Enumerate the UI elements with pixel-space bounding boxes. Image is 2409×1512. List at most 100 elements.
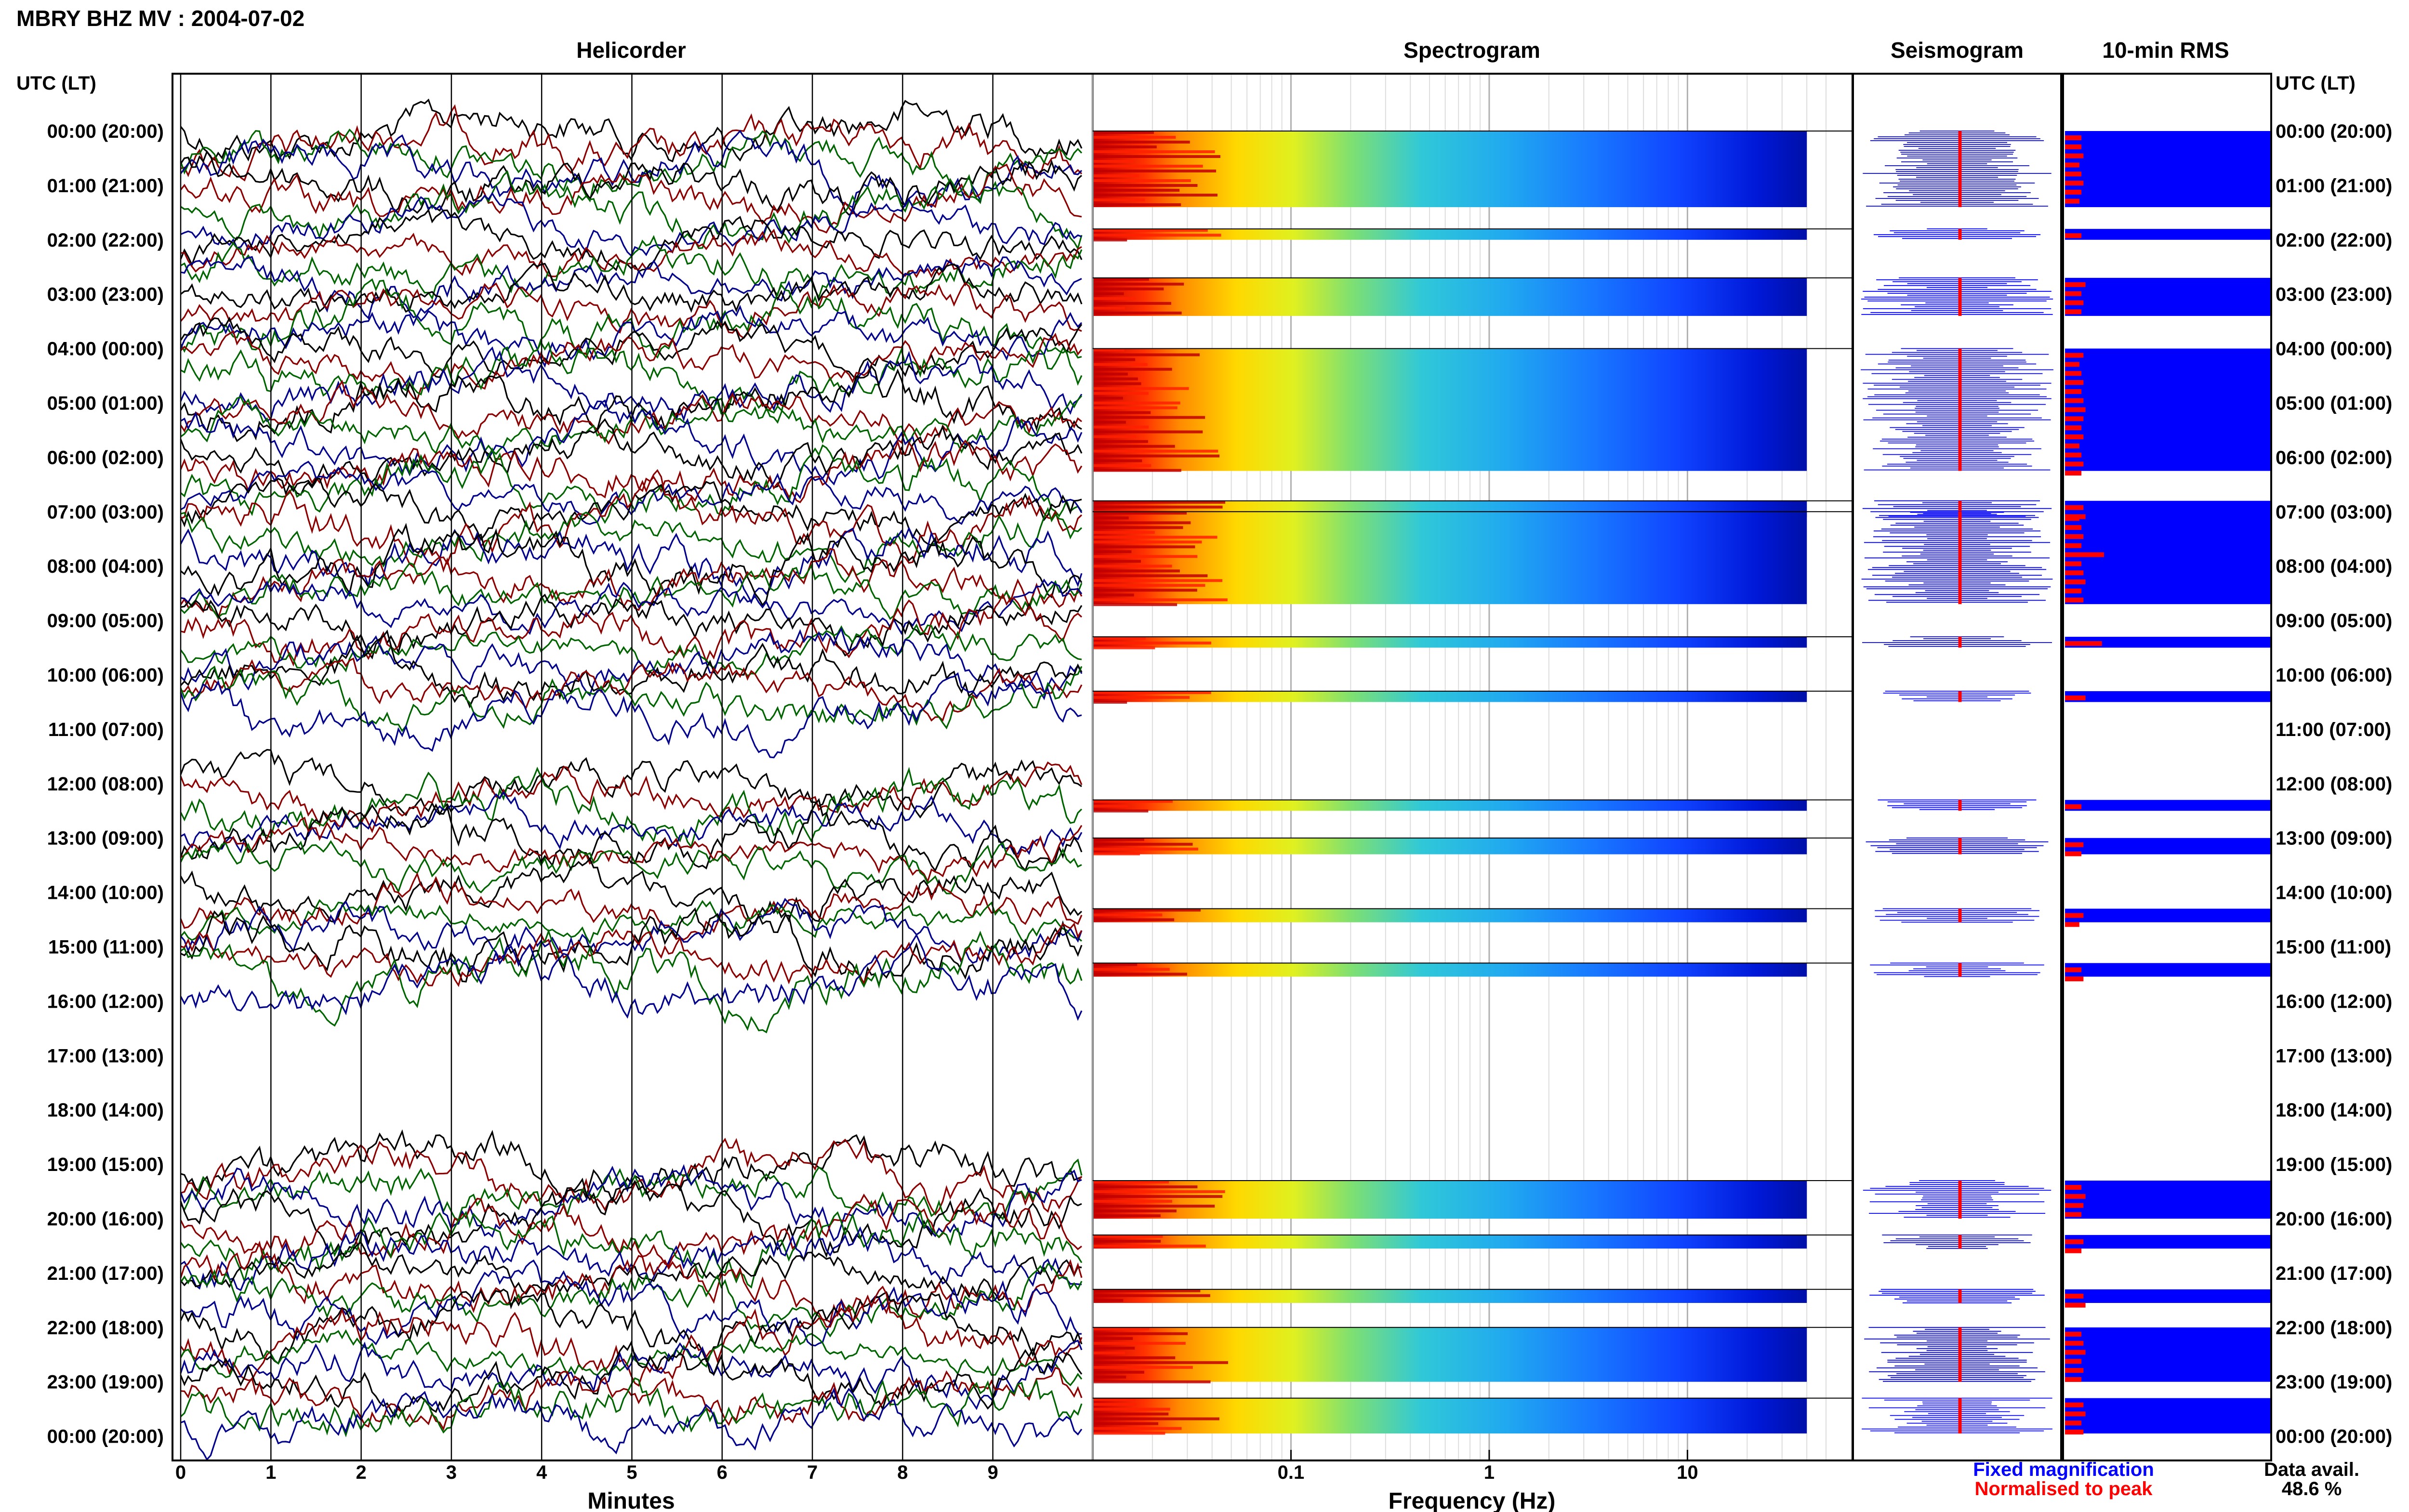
time-label-left: 22:00 (18:00) xyxy=(47,1317,164,1339)
rms-band xyxy=(2065,800,2270,811)
spectrogram-streak xyxy=(1094,454,1220,458)
spectrogram-streak xyxy=(1094,396,1123,400)
spectrogram-title: Spectrogram xyxy=(1403,38,1540,63)
time-label-right: 12:00 (08:00) xyxy=(2276,774,2392,795)
helicorder-trace xyxy=(180,163,1082,234)
rms-value-bar xyxy=(2065,1212,2082,1217)
spectrogram-streak xyxy=(1094,1185,1198,1188)
time-label-right: 19:00 (15:00) xyxy=(2276,1154,2392,1175)
helicorder-trace xyxy=(180,857,1083,926)
spectrogram-streak xyxy=(1094,852,1140,855)
spectrogram-streak xyxy=(1094,1244,1206,1248)
helicorder-traces xyxy=(180,98,1083,1459)
rms-value-bar xyxy=(2065,135,2082,141)
spectrogram-band xyxy=(1094,800,1807,811)
spectrogram-streak xyxy=(1094,406,1178,409)
spectrogram-streak xyxy=(1094,1366,1193,1369)
spectrogram-streak xyxy=(1094,358,1136,361)
time-label-right: 06:00 (02:00) xyxy=(2276,447,2392,468)
spectrogram-streak xyxy=(1094,179,1191,182)
spectrogram-streak xyxy=(1094,973,1187,976)
rms-value-bar xyxy=(2065,198,2079,204)
rms-value-bar xyxy=(2065,181,2084,186)
time-label-right: 18:00 (14:00) xyxy=(2276,1100,2392,1121)
helicorder-trace xyxy=(180,1285,1083,1387)
rms-band xyxy=(2065,348,2270,471)
spectrogram-streak xyxy=(1094,449,1218,453)
spectrogram-band xyxy=(1094,908,1807,922)
helicorder-trace xyxy=(180,840,1082,894)
time-label-left: 09:00 (05:00) xyxy=(47,610,164,631)
spectrogram-streak xyxy=(1094,1370,1144,1374)
helicorder-trace xyxy=(180,579,1083,635)
rms-band xyxy=(2065,1235,2270,1249)
helicorder-trace xyxy=(180,477,1082,546)
rms-value-bar xyxy=(2065,398,2084,403)
rms-band xyxy=(2065,1398,2270,1433)
spectrogram-streak xyxy=(1094,589,1197,592)
rms-value-bar xyxy=(2065,641,2102,646)
rms-value-bar xyxy=(2065,1203,2084,1208)
rms-value-bar xyxy=(2065,461,2084,467)
helicorder-trace xyxy=(180,395,1083,455)
seismogram-title: Seismogram xyxy=(1891,38,2024,63)
spectrogram-streak xyxy=(1094,555,1198,558)
time-label-left: 01:00 (21:00) xyxy=(47,175,164,197)
helicorder-trace xyxy=(180,1259,1082,1347)
helicorder-trace xyxy=(180,98,1083,163)
spectrogram-streak xyxy=(1094,459,1142,462)
helicorder-trace xyxy=(180,128,1083,204)
helicorder-trace xyxy=(180,380,1083,445)
time-label-right: 15:00 (11:00) xyxy=(2276,937,2391,958)
rms-value-bar xyxy=(2065,291,2082,296)
spectrogram-bands xyxy=(1092,75,1853,1459)
seismogram-trace xyxy=(1861,511,2053,603)
helicorder-trace xyxy=(180,665,1083,733)
seismogram-trace xyxy=(1862,636,2052,647)
rms-value-bar xyxy=(2065,416,2084,421)
time-label-left: 23:00 (19:00) xyxy=(47,1372,164,1393)
time-label-right: 13:00 (09:00) xyxy=(2276,828,2392,849)
legend-fixed-magnification: Fixed magnification xyxy=(1973,1459,2154,1480)
spectrogram-band xyxy=(1094,1398,1807,1433)
rms-band xyxy=(2065,691,2270,702)
spectrogram-streak xyxy=(1094,131,1154,134)
minute-tick-label: 0 xyxy=(175,1462,186,1483)
spectrogram-band xyxy=(1094,229,1807,240)
seismogram-trace xyxy=(1862,1397,2052,1433)
time-label-right: 03:00 (23:00) xyxy=(2276,284,2392,305)
rms-value-bar xyxy=(2065,353,2084,358)
spectrogram-streak xyxy=(1094,174,1139,177)
rms-value-bar xyxy=(2065,976,2084,982)
spectrogram-streak xyxy=(1094,189,1180,192)
spectrogram-streak xyxy=(1094,464,1152,467)
spectrogram-streak xyxy=(1094,1239,1161,1243)
seismogram-trace xyxy=(1869,1288,2045,1303)
spectrogram-streak xyxy=(1094,641,1212,644)
seismogram-trace xyxy=(1861,277,2053,315)
time-label-left: 05:00 (01:00) xyxy=(47,393,164,414)
spectrogram-streak xyxy=(1094,1361,1228,1364)
spectrogram-streak xyxy=(1094,691,1211,694)
rms-band xyxy=(2065,908,2270,922)
minute-tick-label: 1 xyxy=(265,1462,276,1483)
spectrogram-streak xyxy=(1094,469,1181,472)
spectrogram-streak xyxy=(1094,411,1151,414)
spectrogram-streak xyxy=(1094,1417,1219,1420)
spectrogram-streak xyxy=(1094,516,1129,520)
helicorder-trace xyxy=(180,1377,1083,1438)
rms-value-bar xyxy=(2065,452,2082,458)
spectrogram-streak xyxy=(1094,198,1145,201)
helicorder-trace xyxy=(180,1226,1082,1291)
spectrogram-streak xyxy=(1094,521,1191,525)
spectrogram-band xyxy=(1094,1327,1807,1382)
seismogram-trace xyxy=(1862,500,2052,517)
time-label-left: 10:00 (06:00) xyxy=(47,665,164,686)
helicorder-trace xyxy=(180,282,1082,339)
time-label-left: 12:00 (08:00) xyxy=(47,774,164,795)
spectrogram-streak xyxy=(1094,160,1134,163)
spectrogram-streak xyxy=(1094,184,1198,187)
utc-header-right: UTC (LT) xyxy=(2276,73,2356,94)
time-label-left: 11:00 (07:00) xyxy=(48,719,164,740)
helicorder-trace xyxy=(180,922,1083,987)
